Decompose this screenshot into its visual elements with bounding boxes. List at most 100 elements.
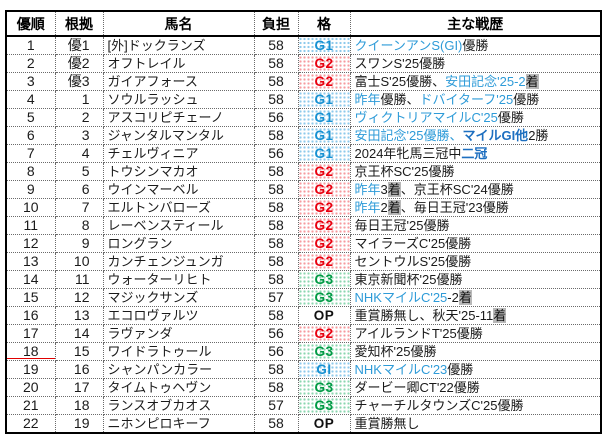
- cell-horse-name[interactable]: ジャンタルマンタル: [103, 126, 255, 145]
- cell-history[interactable]: 昨年2着、毎日王冠'23優勝: [350, 198, 601, 217]
- cell-horse-name[interactable]: シャンパンカラー: [103, 360, 255, 379]
- cell-weight[interactable]: 56: [254, 144, 299, 163]
- cell-rank[interactable]: 10: [6, 198, 56, 217]
- cell-basis[interactable]: 1: [55, 90, 104, 109]
- cell-basis[interactable]: 優2: [55, 54, 104, 73]
- cell-basis[interactable]: 13: [55, 306, 104, 325]
- cell-grade[interactable]: G2: [298, 216, 351, 235]
- cell-basis[interactable]: 6: [55, 180, 104, 199]
- cell-horse-name[interactable]: オフトレイル: [103, 54, 255, 73]
- cell-rank[interactable]: 6: [6, 126, 56, 145]
- cell-weight[interactable]: 58: [254, 72, 299, 91]
- cell-rank[interactable]: 3: [6, 72, 56, 91]
- cell-basis[interactable]: 17: [55, 378, 104, 397]
- cell-history[interactable]: スワンS'25優勝: [350, 54, 601, 73]
- cell-history[interactable]: 愛知杯'25優勝: [350, 342, 601, 361]
- cell-history[interactable]: NHKマイルC'25-2着: [350, 288, 601, 307]
- cell-horse-name[interactable]: マジックサンズ: [103, 288, 255, 307]
- cell-history[interactable]: ヴィクトリアマイルC'25優勝: [350, 108, 601, 127]
- cell-rank[interactable]: 8: [6, 162, 56, 181]
- cell-rank[interactable]: 17: [6, 324, 56, 343]
- col-header-grade[interactable]: 格: [298, 11, 351, 37]
- cell-weight[interactable]: 58: [254, 36, 299, 55]
- cell-weight[interactable]: 58: [254, 216, 299, 235]
- cell-rank[interactable]: 13: [6, 252, 56, 271]
- cell-basis[interactable]: 10: [55, 252, 104, 271]
- cell-grade[interactable]: G2: [298, 180, 351, 199]
- cell-basis[interactable]: 8: [55, 216, 104, 235]
- cell-basis[interactable]: 5: [55, 162, 104, 181]
- cell-basis[interactable]: 14: [55, 324, 104, 343]
- cell-history[interactable]: 2024年牝馬三冠中二冠: [350, 144, 601, 163]
- cell-grade[interactable]: G2: [298, 162, 351, 181]
- cell-grade[interactable]: G2: [298, 54, 351, 73]
- cell-horse-name[interactable]: ニホンピロキーフ: [103, 414, 255, 434]
- cell-basis[interactable]: 16: [55, 360, 104, 379]
- cell-basis[interactable]: 19: [55, 414, 104, 434]
- cell-horse-name[interactable]: ロングラン: [103, 234, 255, 253]
- cell-basis[interactable]: 優1: [55, 36, 104, 55]
- cell-rank[interactable]: 2: [6, 54, 56, 73]
- col-header-history[interactable]: 主な戦歴: [350, 11, 601, 37]
- cell-rank[interactable]: 4: [6, 90, 56, 109]
- cell-history[interactable]: 東京新聞杯'25優勝: [350, 270, 601, 289]
- cell-rank[interactable]: 14: [6, 270, 56, 289]
- cell-history[interactable]: セントウルS'25優勝: [350, 252, 601, 271]
- cell-history[interactable]: NHKマイルC'23優勝: [350, 360, 601, 379]
- cell-horse-name[interactable]: タイムトゥヘヴン: [103, 378, 255, 397]
- cell-grade[interactable]: G1: [298, 108, 351, 127]
- col-header-name[interactable]: 馬名: [103, 11, 255, 37]
- cell-basis[interactable]: 12: [55, 288, 104, 307]
- cell-basis[interactable]: 15: [55, 342, 104, 361]
- cell-horse-name[interactable]: ソウルラッシュ: [103, 90, 255, 109]
- cell-grade[interactable]: G3: [298, 270, 351, 289]
- cell-weight[interactable]: 56: [254, 108, 299, 127]
- cell-horse-name[interactable]: ウインマーベル: [103, 180, 255, 199]
- cell-horse-name[interactable]: エコロヴァルツ: [103, 306, 255, 325]
- cell-grade[interactable]: G2: [298, 324, 351, 343]
- cell-horse-name[interactable]: レーベンスティール: [103, 216, 255, 235]
- col-header-weight[interactable]: 負担: [254, 11, 299, 37]
- cell-history[interactable]: チャーチルタウンズC'25優勝: [350, 396, 601, 415]
- cell-rank[interactable]: 20: [6, 378, 56, 397]
- cell-horse-name[interactable]: トウシンマカオ: [103, 162, 255, 181]
- cell-grade[interactable]: G1: [298, 90, 351, 109]
- cell-horse-name[interactable]: ラヴァンダ: [103, 324, 255, 343]
- cell-weight[interactable]: 58: [254, 198, 299, 217]
- col-header-rank[interactable]: 優順: [6, 11, 56, 37]
- cell-history[interactable]: 重賞勝無し、秋天'25-11着: [350, 306, 601, 325]
- cell-weight[interactable]: 58: [254, 360, 299, 379]
- cell-basis[interactable]: 3: [55, 126, 104, 145]
- cell-rank[interactable]: 21: [6, 396, 56, 415]
- cell-rank[interactable]: 15: [6, 288, 56, 307]
- cell-rank[interactable]: 19: [6, 360, 56, 379]
- cell-weight[interactable]: 58: [254, 90, 299, 109]
- cell-weight[interactable]: 57: [254, 396, 299, 415]
- cell-history[interactable]: クイーンアンS(GI)優勝: [350, 36, 601, 55]
- cell-horse-name[interactable]: カンチェンジュンガ: [103, 252, 255, 271]
- cell-weight[interactable]: 58: [254, 414, 299, 434]
- cell-weight[interactable]: 58: [254, 270, 299, 289]
- cell-weight[interactable]: 58: [254, 306, 299, 325]
- cell-grade[interactable]: G3: [298, 396, 351, 415]
- cell-grade[interactable]: OP: [298, 414, 351, 434]
- cell-weight[interactable]: 58: [254, 54, 299, 73]
- cell-basis[interactable]: 7: [55, 198, 104, 217]
- cell-grade[interactable]: G1: [298, 36, 351, 55]
- cell-history[interactable]: 昨年3着、京王杯SC'24優勝: [350, 180, 601, 199]
- cell-horse-name[interactable]: エルトンバローズ: [103, 198, 255, 217]
- cell-rank[interactable]: 7: [6, 144, 56, 163]
- cell-weight[interactable]: 56: [254, 324, 299, 343]
- cell-history[interactable]: 安田記念'25優勝、マイルGI他2勝: [350, 126, 601, 145]
- cell-rank[interactable]: 16: [6, 306, 56, 325]
- cell-history[interactable]: 京王杯SC'25優勝: [350, 162, 601, 181]
- cell-grade[interactable]: G3: [298, 342, 351, 361]
- cell-horse-name[interactable]: アスコリピチェーノ: [103, 108, 255, 127]
- cell-horse-name[interactable]: チェルヴィニア: [103, 144, 255, 163]
- cell-basis[interactable]: 4: [55, 144, 104, 163]
- cell-weight[interactable]: 58: [254, 162, 299, 181]
- cell-rank[interactable]: 18: [6, 342, 56, 361]
- cell-history[interactable]: アイルランドT'25優勝: [350, 324, 601, 343]
- cell-grade[interactable]: G3: [298, 378, 351, 397]
- cell-basis[interactable]: 18: [55, 396, 104, 415]
